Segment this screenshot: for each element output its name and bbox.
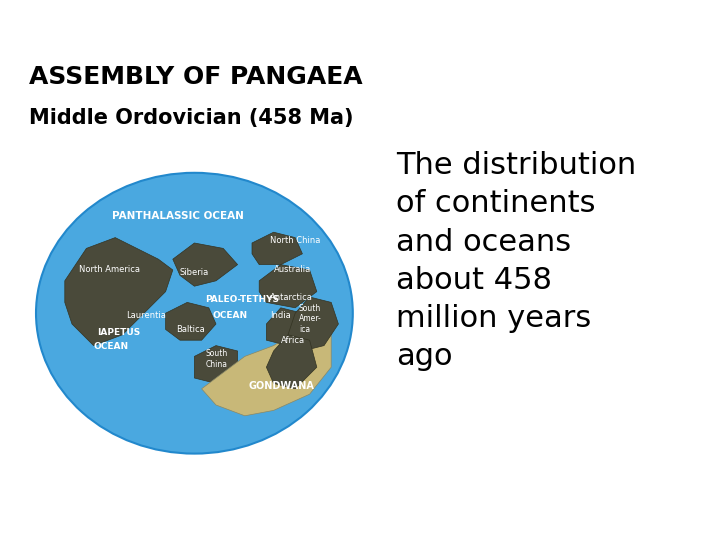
Text: North America: North America — [79, 266, 140, 274]
Text: South
Amer-
ica: South Amer- ica — [299, 303, 322, 334]
Polygon shape — [259, 265, 317, 308]
Text: GONDWANA: GONDWANA — [248, 381, 314, 391]
Text: Siberia: Siberia — [180, 268, 210, 277]
Text: OCEAN: OCEAN — [212, 312, 248, 320]
Polygon shape — [166, 302, 216, 340]
Text: OCEAN: OCEAN — [94, 342, 129, 351]
Text: The distribution
of continents
and oceans
about 458
million years
ago: The distribution of continents and ocean… — [396, 151, 636, 371]
Polygon shape — [266, 308, 302, 346]
Polygon shape — [266, 335, 317, 389]
Text: PALEO-TETHYS: PALEO-TETHYS — [205, 295, 279, 304]
Polygon shape — [202, 324, 331, 416]
Text: South
China: South China — [205, 349, 228, 369]
Polygon shape — [173, 243, 238, 286]
Text: IAPETUS: IAPETUS — [97, 328, 140, 336]
Text: Middle Ordovician (458 Ma): Middle Ordovician (458 Ma) — [29, 108, 354, 128]
Text: Africa: Africa — [281, 336, 305, 345]
Text: North China: North China — [270, 236, 320, 245]
Text: India: India — [270, 312, 291, 320]
Text: Australia: Australia — [274, 266, 311, 274]
Polygon shape — [194, 346, 238, 383]
Polygon shape — [252, 232, 302, 265]
Text: PANTHALASSIC OCEAN: PANTHALASSIC OCEAN — [112, 211, 243, 221]
Polygon shape — [288, 297, 338, 351]
Text: Baltica: Baltica — [176, 325, 205, 334]
Text: Antarctica: Antarctica — [270, 293, 313, 301]
Text: ASSEMBLY OF PANGAEA: ASSEMBLY OF PANGAEA — [29, 65, 362, 89]
Text: Laurentia: Laurentia — [126, 312, 166, 320]
Ellipse shape — [36, 173, 353, 454]
Polygon shape — [65, 238, 173, 346]
